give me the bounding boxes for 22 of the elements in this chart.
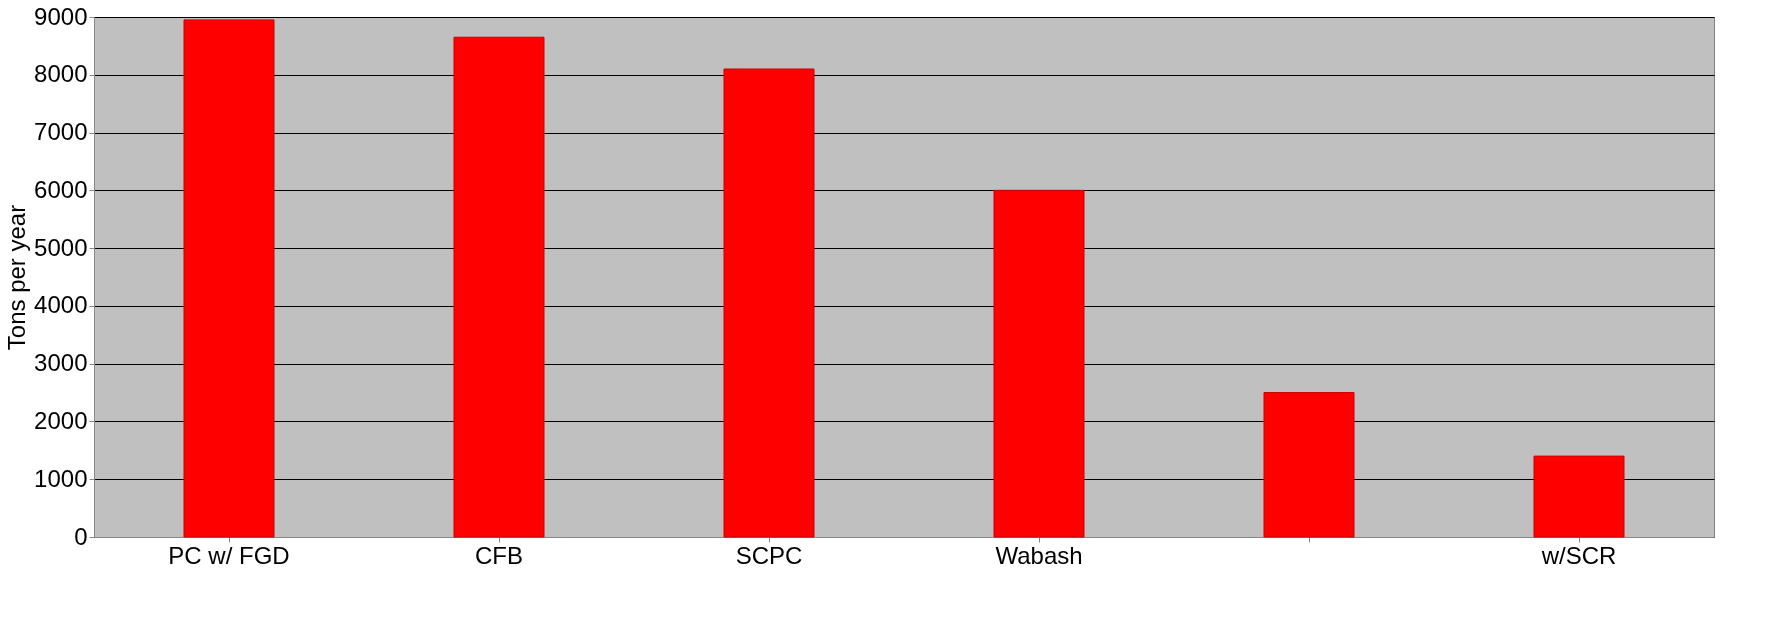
y-tick-label: 1000 <box>34 464 88 492</box>
y-tick-label: 8000 <box>34 60 88 88</box>
y-tick-label: 5000 <box>34 233 88 261</box>
y-tick-label: 2000 <box>34 406 88 434</box>
y-tick-label: 0 <box>74 522 88 550</box>
x-tick-label: PC w/ FGD <box>168 541 290 569</box>
y-axis-title: Tons per year <box>3 204 31 351</box>
x-tick-label: Wabash <box>995 541 1083 569</box>
bar <box>1533 455 1625 538</box>
bar <box>1263 392 1355 538</box>
y-tick-label: 3000 <box>34 349 88 377</box>
y-tick-label: 7000 <box>34 118 88 146</box>
bar <box>453 36 545 538</box>
bar <box>183 19 275 538</box>
y-tick-label: 6000 <box>34 175 88 203</box>
y-tick-label: 4000 <box>34 291 88 319</box>
bar <box>993 189 1085 538</box>
x-tick-label: SCPC <box>735 541 803 569</box>
x-tick-label: CFB <box>475 541 523 569</box>
x-tick-label: w/SCR <box>1540 541 1617 569</box>
y-tick-label: 9000 <box>34 2 88 30</box>
bar <box>723 68 815 538</box>
